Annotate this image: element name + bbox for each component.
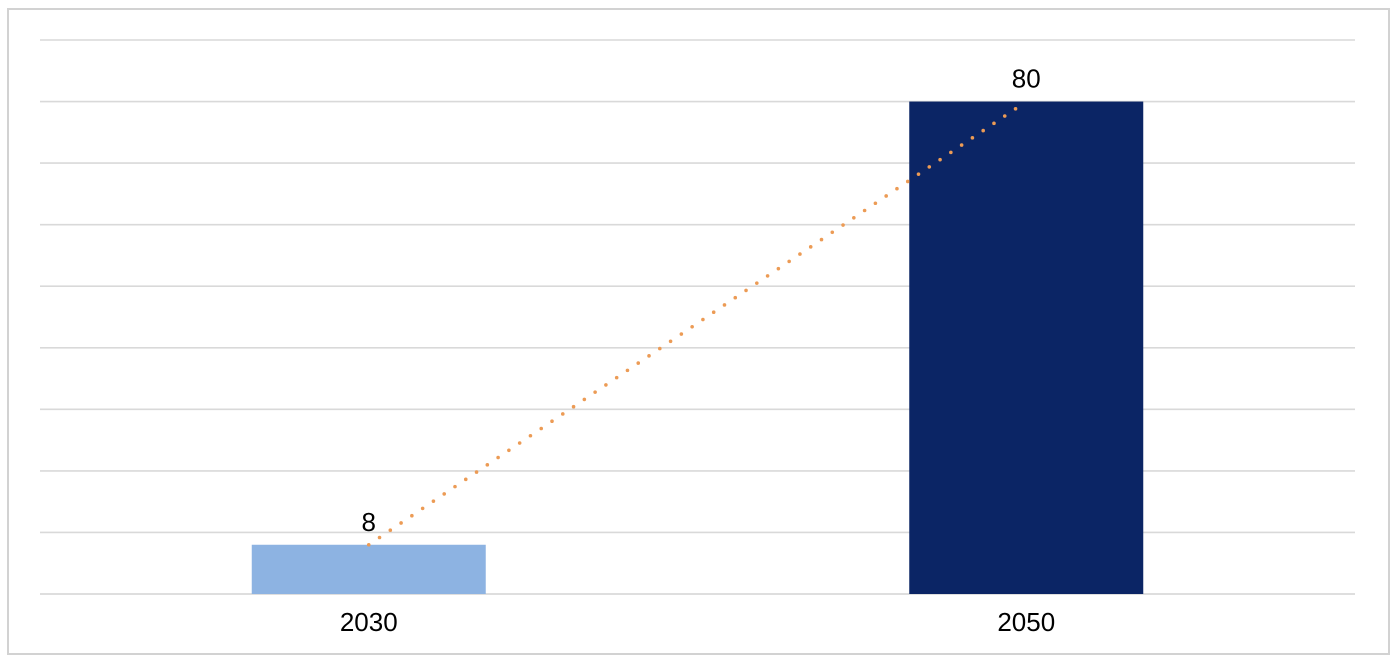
chart-frame-border bbox=[7, 8, 1390, 655]
x-axis-label-2030: 2030 bbox=[340, 607, 398, 637]
data-label-2050: 80 bbox=[1012, 64, 1041, 94]
x-axis-label-2050: 2050 bbox=[997, 607, 1055, 637]
data-label-2030: 8 bbox=[362, 507, 376, 537]
bar-2050 bbox=[909, 101, 1144, 595]
bar-2030 bbox=[251, 544, 486, 594]
